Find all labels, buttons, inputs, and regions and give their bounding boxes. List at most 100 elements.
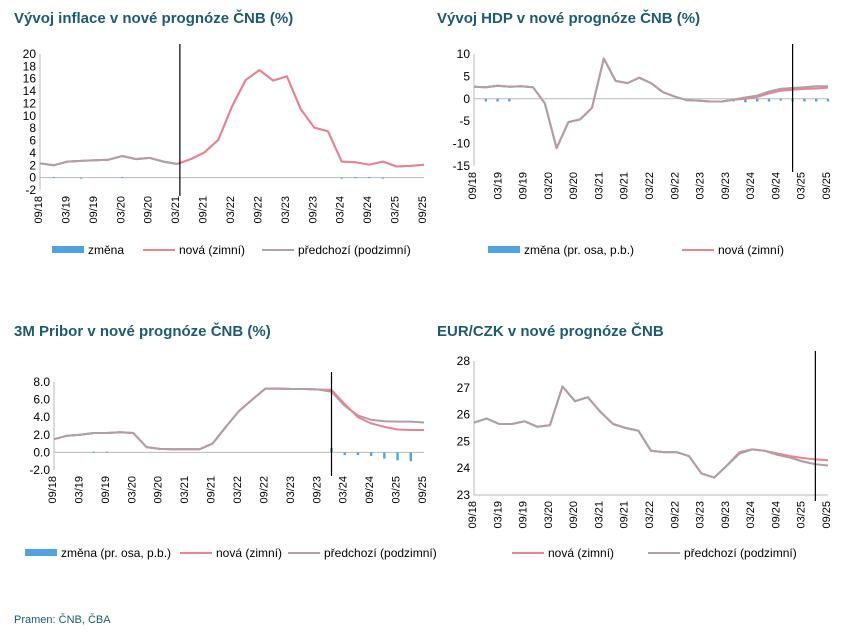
x-tick-label: 09/19 [518,172,530,200]
x-tick-label: 03/21 [170,196,182,224]
x-tick-label: 03/20 [543,172,555,200]
y-tick-label: -2 [25,183,36,197]
bar-change [484,98,487,102]
x-tick-label: 03/20 [126,476,138,504]
x-tick-label: 03/22 [225,196,237,224]
y-tick-label: 6 [29,134,36,148]
y-tick-label: 5 [463,69,470,83]
x-tick-label: 09/24 [364,476,376,504]
bar-change [826,98,830,102]
x-tick-label: 09/21 [206,476,218,504]
bar-change [105,451,109,453]
y-tick-label: 4.0 [33,410,50,424]
legend-label: nová (zimní) [718,243,784,257]
y-tick-label: 24 [457,461,471,475]
y-tick-label: 2.0 [33,428,50,442]
line-new-forecast [39,69,425,168]
y-tick-label: 23 [457,488,471,502]
bar-change [340,177,343,179]
bar-change [354,177,357,179]
bar-change [330,448,333,453]
bar-change [767,98,771,102]
y-tick-label: 8 [29,121,36,135]
x-tick-label: 09/22 [252,196,264,224]
legend-label: změna (pr. osa, p.b.) [61,546,171,560]
y-tick-label: 8.0 [33,375,50,389]
x-tick-label: 09/20 [143,196,155,224]
legend-label: předchozí (podzimní) [684,546,797,560]
x-tick-label: 03/20 [543,501,555,529]
line-previous-forecast [473,385,829,479]
bar-change [367,177,371,179]
x-tick-label: 03/20 [115,196,127,224]
y-tick-label: 26 [457,408,471,422]
y-tick-label: 0 [29,171,36,185]
y-tick-label: -5 [459,114,470,128]
x-tick-label: 09/18 [467,501,479,529]
x-tick-label: 03/22 [644,501,656,529]
line-history [473,57,793,150]
line-history [39,155,178,167]
x-tick-label: 09/20 [568,501,580,529]
x-tick-label: 03/24 [335,196,347,224]
x-tick-label: 03/22 [232,476,244,504]
x-tick-label: 03/25 [796,172,808,200]
chart-title-gdp: Vývoj HDP v nové prognóze ČNB (%) [437,10,701,27]
y-tick-label: 0.0 [33,445,50,459]
legend-label: nová (zimní) [179,243,245,257]
x-tick-label: 03/21 [179,476,191,504]
y-tick-label: -10 [453,137,471,151]
legend-swatch-change [25,549,57,556]
x-tick-label: 03/19 [73,476,85,504]
x-tick-label: 03/24 [745,172,757,200]
x-tick-label: 03/19 [492,172,504,200]
chart-title-eurczk: EUR/CZK v nové prognóze ČNB [437,323,664,340]
x-tick-label: 09/23 [307,196,319,224]
x-tick-label: 09/23 [720,501,732,529]
x-tick-label: 09/24 [770,501,782,529]
line-new-forecast [473,57,829,150]
line-history [53,387,332,451]
bar-change [92,451,95,453]
bar-change [381,177,385,179]
bar-change [815,98,818,102]
y-tick-label: 25 [457,434,471,448]
bar-change [396,452,399,461]
x-tick-label: 09/22 [669,501,681,529]
x-tick-label: 03/23 [695,501,707,529]
bar-change [79,177,83,179]
legend-label: nová (zimní) [548,546,614,560]
x-tick-label: 03/23 [695,172,707,200]
legend-label: předchozí (podzimní) [298,243,411,257]
x-tick-label: 09/24 [362,196,374,224]
bar-change [744,98,747,103]
x-tick-label: 03/19 [60,196,72,224]
x-tick-label: 03/24 [745,501,757,529]
x-tick-label: 09/18 [467,172,479,200]
line-previous-forecast [473,57,828,150]
y-tick-label: 28 [457,354,471,368]
x-tick-label: 03/22 [644,172,656,200]
bar-change [383,452,386,459]
bar-change [369,452,373,456]
bar-change [508,98,511,102]
y-tick-label: -15 [453,159,471,173]
source-note: Pramen: ČNB, ČBA [14,614,111,626]
x-tick-label: 03/23 [285,476,297,504]
x-tick-label: 09/25 [821,501,833,529]
bar-change [343,452,346,456]
legend-label: předchozí (podzimní) [324,546,437,560]
x-tick-label: 03/21 [593,172,605,200]
y-tick-label: 6.0 [33,393,50,407]
x-tick-label: 09/19 [100,476,112,504]
x-tick-label: 03/23 [280,196,292,224]
line-new-forecast [53,387,424,451]
x-tick-label: 09/24 [770,172,782,200]
bar-change [779,98,782,101]
x-tick-label: 09/21 [619,501,631,529]
bar-change [732,98,735,102]
x-tick-label: 03/24 [338,476,350,504]
bar-change [356,452,360,456]
